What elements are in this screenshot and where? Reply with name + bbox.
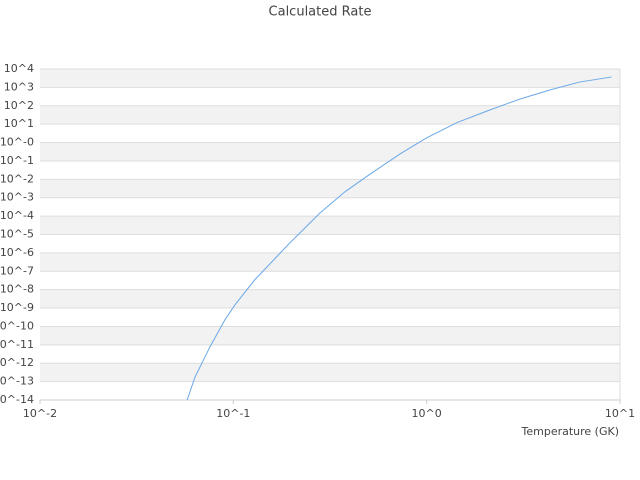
x-tick-label: 10^-1 [216, 407, 250, 420]
x-axis-label: Temperature (GK) [521, 425, 620, 438]
y-tick-label: 10^-0 [0, 136, 34, 149]
band [40, 216, 620, 235]
y-tick-label: 10^-12 [0, 356, 34, 369]
y-tick-label: 10^2 [4, 99, 34, 112]
y-tick-label: 10^-6 [0, 246, 34, 259]
band [40, 252, 620, 272]
y-tick-label: 10^-4 [0, 209, 34, 222]
band [40, 142, 620, 161]
band [40, 326, 620, 345]
band [40, 69, 620, 88]
y-tick-label: 10^3 [4, 80, 34, 93]
y-tick-label: 10^-10 [0, 319, 34, 332]
chart-title: Calculated Rate [269, 5, 372, 20]
y-tick-label: 10^-14 [0, 393, 34, 406]
y-tick-label: 10^-9 [0, 301, 34, 314]
y-tick-label: 10^4 [4, 62, 34, 75]
x-tick-label: 10^-2 [23, 407, 57, 420]
x-tick-label: 10^0 [412, 407, 442, 420]
y-tick-label: 10^-3 [0, 191, 34, 204]
y-tick-label: 10^-11 [0, 338, 34, 351]
y-tick-label: 10^-5 [0, 228, 34, 241]
data-line [186, 76, 612, 401]
y-tick-label: 10^1 [4, 117, 34, 130]
x-tick-label: 10^1 [605, 407, 635, 420]
band [40, 289, 620, 309]
y-tick-label: 10^-1 [0, 154, 34, 167]
band [40, 363, 620, 382]
band [40, 179, 620, 198]
y-tick-label: 10^-2 [0, 172, 34, 185]
y-tick-label: 10^-8 [0, 283, 34, 296]
y-tick-label: 10^-13 [0, 375, 34, 388]
band [40, 105, 620, 125]
y-tick-label: 10^-7 [0, 264, 34, 277]
